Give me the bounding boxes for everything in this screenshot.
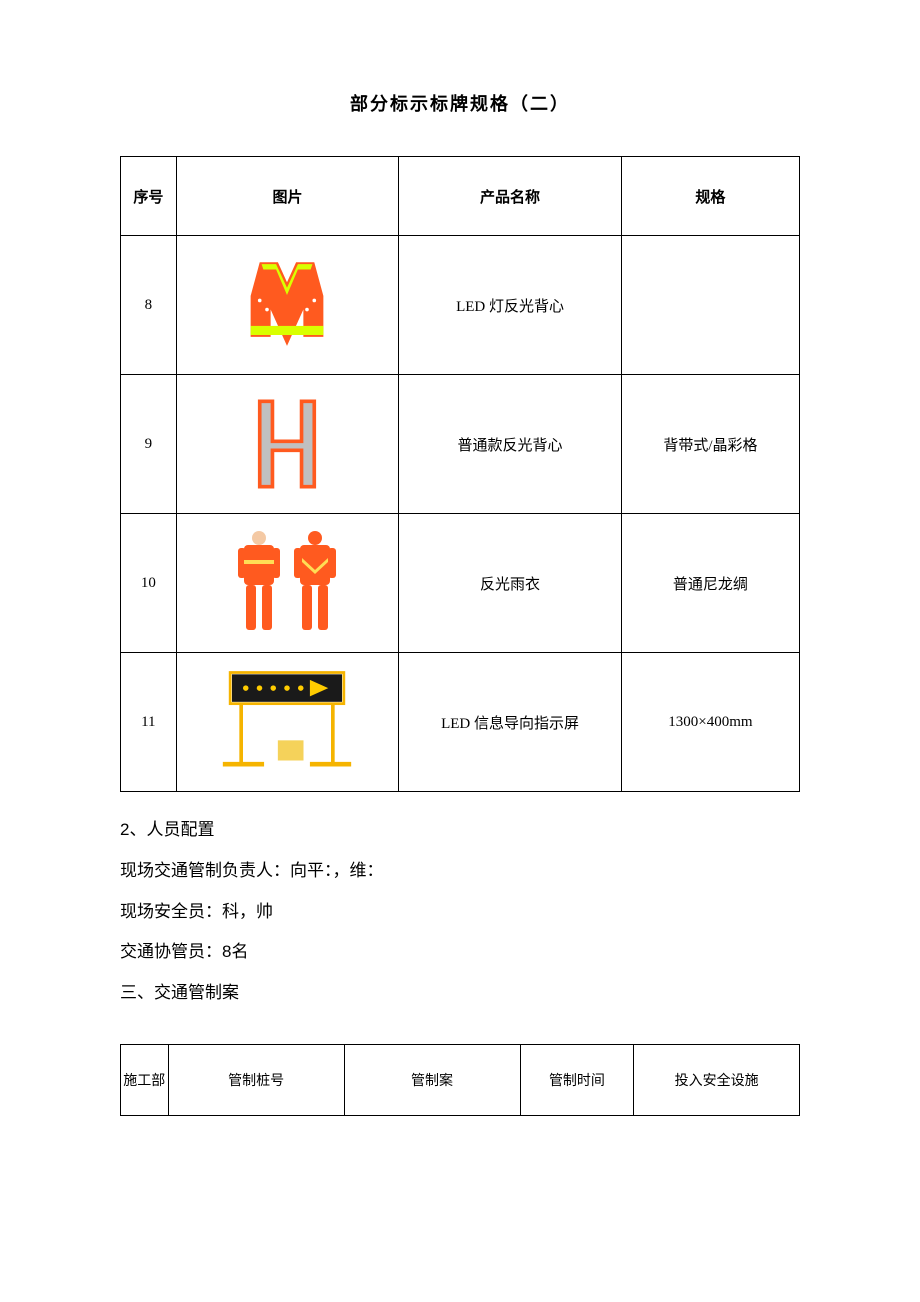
plan-table: 施工部 管制桩号 管制案 管制时间 投入安全设施 xyxy=(120,1044,800,1116)
cell-name: LED 信息导向指示屏 xyxy=(399,653,622,792)
plan-header-c3: 管制案 xyxy=(344,1044,520,1115)
cell-seq: 9 xyxy=(121,375,177,514)
cell-spec: 1300×400mm xyxy=(621,653,799,792)
cell-seq: 8 xyxy=(121,236,177,375)
body-line: 现场安全员：科，帅 xyxy=(120,892,800,933)
header-seq: 序号 xyxy=(121,157,177,236)
header-image: 图片 xyxy=(176,157,399,236)
cell-image xyxy=(176,236,399,375)
cell-image xyxy=(176,653,399,792)
table-row: 10 xyxy=(121,514,800,653)
led-sign-icon xyxy=(181,657,395,787)
section-2-heading: 2、人员配置 xyxy=(120,810,800,851)
body-text: 2、人员配置 现场交通管制负责人：向平：，维： 现场安全员：科，帅 交通协管员：… xyxy=(120,810,800,1014)
document-page: 部分标示标牌规格（二） 序号 图片 产品名称 规格 8 xyxy=(0,0,920,1156)
cell-name: 普通款反光背心 xyxy=(399,375,622,514)
page-title: 部分标示标牌规格（二） xyxy=(120,90,800,116)
table-row: 9 普通款反光背心 背带式/晶彩格 xyxy=(121,375,800,514)
cell-name: 反光雨衣 xyxy=(399,514,622,653)
plan-header-c4: 管制时间 xyxy=(520,1044,634,1115)
cell-image xyxy=(176,514,399,653)
spec-table: 序号 图片 产品名称 规格 8 xyxy=(120,156,800,792)
vest-strap-icon xyxy=(181,379,395,509)
table-row: 11 xyxy=(121,653,800,792)
cell-spec: 背带式/晶彩格 xyxy=(621,375,799,514)
table-header-row: 序号 图片 产品名称 规格 xyxy=(121,157,800,236)
body-line: 交通协管员：8名 xyxy=(120,932,800,973)
vest-led-icon xyxy=(181,240,395,370)
section-3-heading: 三、交通管制案 xyxy=(120,973,800,1014)
cell-image xyxy=(176,375,399,514)
plan-header-c2: 管制桩号 xyxy=(168,1044,344,1115)
cell-spec xyxy=(621,236,799,375)
plan-header-c1: 施工部 xyxy=(121,1044,169,1115)
plan-header-row: 施工部 管制桩号 管制案 管制时间 投入安全设施 xyxy=(121,1044,800,1115)
cell-seq: 10 xyxy=(121,514,177,653)
body-line: 现场交通管制负责人：向平：，维： xyxy=(120,851,800,892)
table-row: 8 LED 灯反光背心 xyxy=(121,236,800,375)
header-name: 产品名称 xyxy=(399,157,622,236)
rainwear-icon xyxy=(181,518,395,648)
plan-header-c5: 投入安全设施 xyxy=(634,1044,800,1115)
cell-name: LED 灯反光背心 xyxy=(399,236,622,375)
cell-seq: 11 xyxy=(121,653,177,792)
cell-spec: 普通尼龙绸 xyxy=(621,514,799,653)
header-spec: 规格 xyxy=(621,157,799,236)
